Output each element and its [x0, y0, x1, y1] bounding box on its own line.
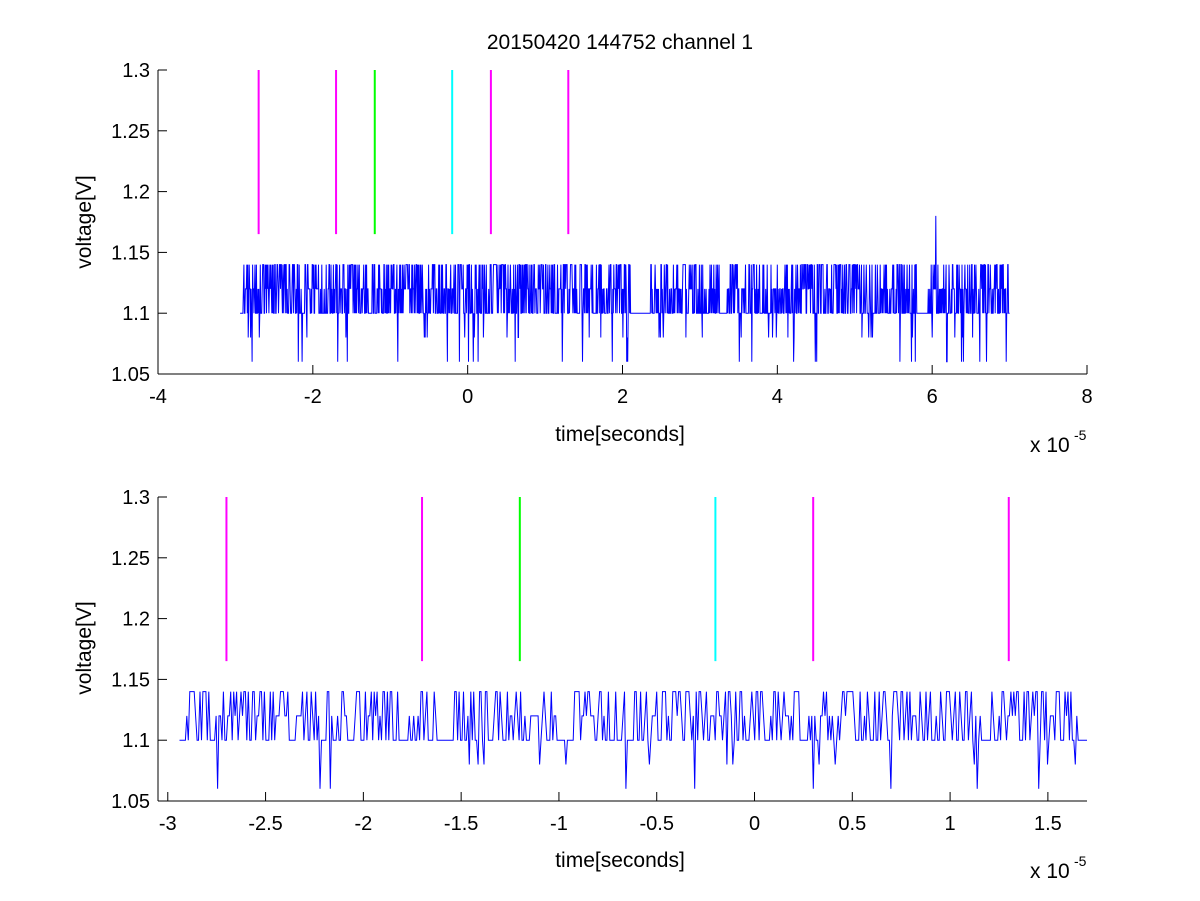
top-x-multiplier-exponent: -5	[1074, 427, 1087, 443]
top-y-tick-label: 1.05	[111, 364, 150, 386]
top-x-axis-label: time[seconds]	[555, 423, 685, 446]
bottom-x-axis-label: time[seconds]	[555, 849, 685, 872]
bottom-y-tick-label: 1.3	[122, 487, 150, 509]
top-x-multiplier: x 10	[1030, 434, 1070, 457]
bottom-y-tick-label: 1.05	[111, 791, 150, 813]
top-signal-trace	[240, 215, 1010, 363]
bottom-x-tick-label: -0.5	[639, 813, 673, 835]
bottom-x-multiplier-exponent: -5	[1074, 853, 1087, 869]
top-x-tick-label: 0	[462, 386, 473, 408]
top-x-tick-label: -2	[304, 386, 322, 408]
bottom-x-tick-label: 1	[945, 813, 956, 835]
bottom-x-tick-label: 1.5	[1034, 813, 1062, 835]
bottom-x-tick-label: -2	[354, 813, 372, 835]
top-y-axis-label: voltage[V]	[73, 175, 96, 268]
bottom-x-tick-label: -1	[550, 813, 568, 835]
top-chart-panel: 20150420 144752 channel 1 1.05 1.1 1.15 1.2…	[73, 31, 1093, 457]
bottom-plot-area: 1.05 1.1 1.15 1.2 1.25 1.3 -3 -2.5 -2 -1.5 -1 -0.5 0…	[111, 487, 1087, 835]
top-x-tick-label: 8	[1081, 386, 1092, 408]
top-y-tick-label: 1.2	[122, 182, 150, 204]
bottom-y-axis-label: voltage[V]	[73, 601, 96, 694]
chart-title: 20150420 144752 channel 1	[487, 31, 753, 54]
bottom-x-tick-label: 0.5	[838, 813, 866, 835]
top-x-tick-label: -4	[149, 386, 167, 408]
bottom-y-tick-label: 1.2	[122, 609, 150, 631]
top-x-tick-label: 2	[617, 386, 628, 408]
bottom-signal-trace	[179, 691, 1087, 789]
bottom-y-tick-label: 1.1	[122, 730, 150, 752]
bottom-x-tick-label: -1.5	[444, 813, 478, 835]
top-x-tick-label: 4	[772, 386, 783, 408]
top-y-tick-label: 1.1	[122, 303, 150, 325]
top-y-tick-label: 1.25	[111, 121, 150, 143]
bottom-x-multiplier: x 10	[1030, 860, 1070, 883]
top-y-tick-label: 1.15	[111, 242, 150, 264]
top-x-tick-label: 6	[927, 386, 938, 408]
bottom-x-tick-label: 0	[749, 813, 760, 835]
bottom-chart-panel: 1.05 1.1 1.15 1.2 1.25 1.3 -3 -2.5 -2 -1.5 -1 -0.5 0…	[73, 487, 1087, 883]
bottom-y-tick-label: 1.15	[111, 669, 150, 691]
top-y-tick-label: 1.3	[122, 60, 150, 82]
bottom-y-tick-label: 1.25	[111, 548, 150, 570]
bottom-x-tick-label: -2.5	[248, 813, 282, 835]
bottom-x-tick-label: -3	[159, 813, 177, 835]
top-plot-area: 1.05 1.1 1.15 1.2 1.25 1.3 -4 -2 0 2 4 6 8	[111, 60, 1093, 408]
